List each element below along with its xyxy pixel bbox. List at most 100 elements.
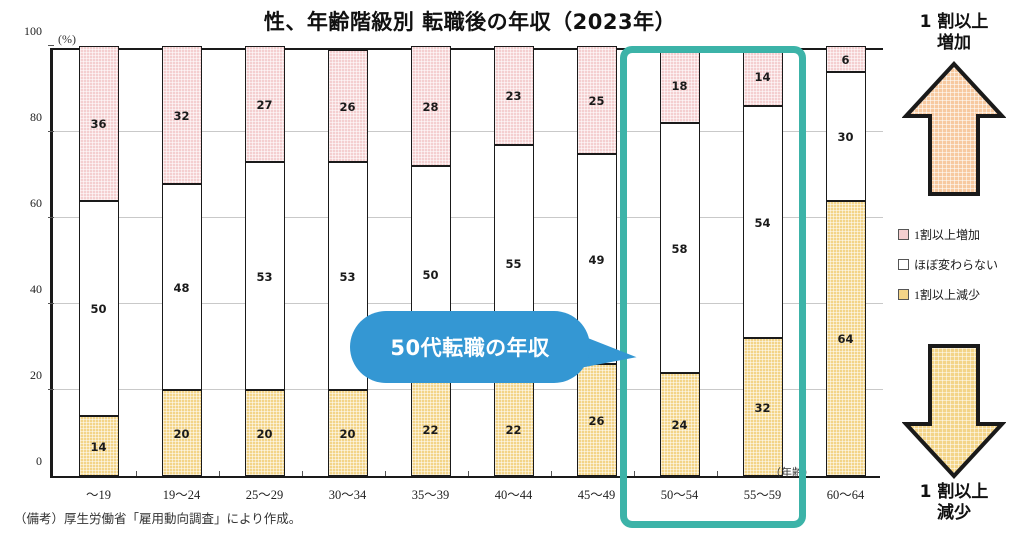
bar-value-label: 24 (671, 418, 688, 433)
chart-legend: 1割以上増加 ほぼ変わらない 1割以上減少 (898, 226, 998, 316)
bar-segment: 27 (244, 46, 285, 163)
callout-bubble: 50代転職の年収 (350, 311, 590, 383)
arrow-up-icon (901, 60, 1007, 205)
square-yellow-icon (898, 289, 909, 300)
bar-segment: 50 (78, 200, 119, 416)
bar-value-label: 28 (422, 100, 439, 115)
bar-segment: 20 (327, 390, 368, 476)
bar-value-label: 18 (671, 78, 688, 93)
bar-group: 64 30 6 (825, 46, 866, 476)
bar-value-label: 20 (256, 427, 273, 441)
bar-segment: 58 (659, 123, 700, 373)
bar-segment: 26 (327, 50, 368, 163)
bar-value-label: 55 (505, 257, 522, 272)
bar-segment: 36 (78, 46, 119, 201)
bar-value-label: 50 (90, 302, 107, 317)
y-axis-unit-label: (%) (58, 32, 76, 46)
y-axis-tick-label: 80 (30, 110, 42, 124)
bar-value-label: 64 (837, 332, 854, 347)
legend-item: ほぼ変わらない (898, 256, 998, 273)
bar-value-label: 30 (837, 130, 854, 145)
x-axis-tick-label: 35〜39 (411, 488, 450, 502)
bar-segment: 22 (493, 381, 534, 476)
x-axis-tick-label: 50〜54 (660, 488, 699, 502)
x-axis-tick-mark (385, 471, 386, 476)
bar-group: 20 53 27 (244, 46, 285, 476)
plot-top-rule (53, 48, 883, 50)
bar-group: 22 55 23 (493, 46, 534, 476)
x-axis-tick-mark (219, 471, 220, 476)
y-axis-tick-mark (48, 303, 54, 304)
x-axis-unit-label: （年齢） (770, 467, 814, 479)
bar-segment: 30 (825, 71, 866, 201)
bar-value-label: 32 (754, 401, 771, 416)
x-axis-tick-label: 45〜49 (577, 488, 616, 502)
bar-value-label: 32 (173, 108, 190, 123)
bar-value-label: 26 (588, 414, 605, 429)
bar-segment: 14 (78, 415, 119, 476)
x-axis-tick-mark (634, 471, 635, 476)
x-axis-tick-label: 25〜29 (245, 488, 284, 502)
bar-value-label: 36 (90, 117, 107, 132)
y-axis-tick-mark (48, 131, 54, 132)
bar-value-label: 48 (173, 280, 190, 295)
bar-value-label: 25 (588, 93, 605, 108)
bar-segment: 20 (244, 390, 285, 476)
bar-value-label: 53 (256, 270, 273, 285)
bar-value-label: 14 (90, 439, 107, 454)
x-axis-tick-label: 55〜59 (743, 488, 782, 502)
y-axis-tick-mark (48, 45, 54, 46)
legend-item: 1割以上増加 (898, 226, 998, 243)
bar-value-label: 53 (339, 270, 356, 285)
bar-value-label: 14 (754, 70, 771, 85)
page-title: 性、年齢階級別 転職後の年収（2023年） (263, 10, 677, 34)
y-axis-tick-label: 60 (30, 196, 42, 210)
arrow-down-label-line1: 1 割以上 (919, 482, 989, 502)
square-pink-icon (898, 229, 909, 240)
bar-segment: 48 (161, 183, 202, 390)
y-axis-tick-label: 40 (30, 282, 42, 296)
y-axis-tick-mark (48, 389, 54, 390)
legend-item-label: 1割以上増加 (914, 228, 981, 242)
bar-value-label: 23 (505, 89, 522, 104)
y-axis-tick-label: 100 (24, 24, 42, 38)
bar-value-label: 20 (339, 427, 356, 441)
x-axis-tick-label: 40〜44 (494, 488, 533, 502)
x-axis-tick-mark (136, 471, 137, 476)
bar-segment: 28 (410, 46, 451, 167)
legend-item-label: ほぼ変わらない (914, 258, 999, 272)
bar-segment: 18 (659, 46, 700, 124)
bar-value-label: 27 (256, 98, 273, 113)
bar-group: 24 58 18 (659, 46, 700, 476)
bar-segment: 32 (161, 46, 202, 184)
gridline (53, 389, 883, 390)
bar-segment: 54 (742, 106, 783, 339)
bar-value-label: 26 (339, 100, 356, 115)
x-axis-tick-label: 30〜34 (328, 488, 367, 502)
bar-value-label: 20 (173, 427, 190, 441)
callout-label: 50代転職の年収 (390, 336, 550, 360)
bar-segment: 14 (742, 46, 783, 107)
arrow-down-label-line2: 減少 (937, 502, 971, 523)
arrow-up-label: 1 割以上 増加 (884, 12, 1024, 53)
bar-segment: 26 (576, 364, 617, 476)
bar-segment: 24 (659, 372, 700, 476)
bar-group: 26 49 25 (576, 46, 617, 476)
bar-group: 22 50 28 (410, 46, 451, 476)
bar-value-label: 54 (754, 216, 771, 231)
bar-value-label: 49 (588, 252, 605, 267)
x-axis-tick-mark (468, 471, 469, 476)
arrow-up-label-line1: 1 割以上 (919, 12, 989, 32)
bar-value-label: 22 (505, 422, 522, 437)
bar-segment: 22 (410, 381, 451, 476)
bar-value-label: 22 (422, 422, 439, 437)
bar-group: 20 53 26 (327, 46, 368, 476)
bar-group: 20 48 32 (161, 46, 202, 476)
y-axis-tick-mark (48, 217, 54, 218)
bar-segment: 25 (576, 46, 617, 154)
bar-value-label: 6 (841, 52, 850, 67)
x-axis-tick-mark (551, 471, 552, 476)
bar-group: 14 50 36 (78, 46, 119, 476)
arrow-up-label-line2: 増加 (937, 32, 971, 53)
x-axis-tick-label: 19〜24 (162, 488, 201, 502)
